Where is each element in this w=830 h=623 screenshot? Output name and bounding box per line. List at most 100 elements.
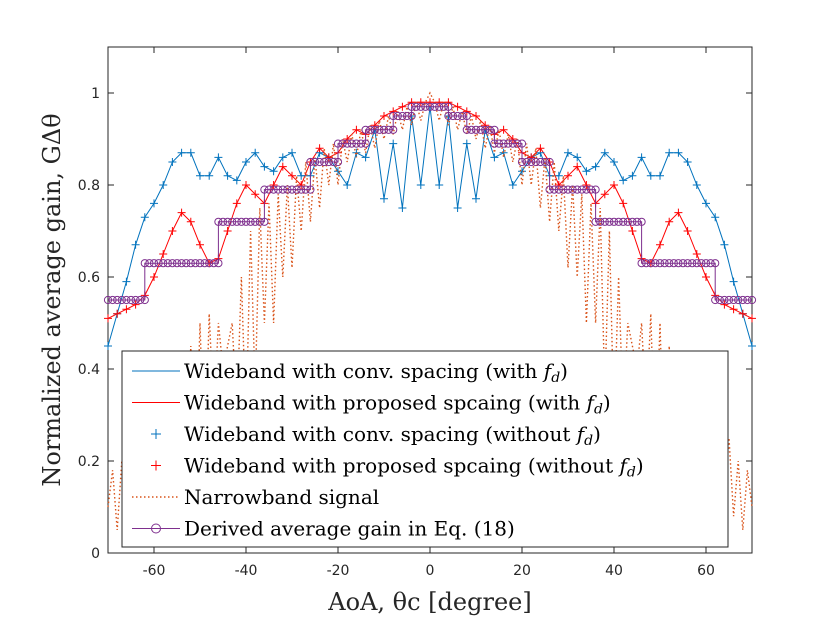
data-point-circle [651, 259, 660, 268]
data-point-circle [448, 111, 458, 121]
data-point-plus [462, 107, 471, 116]
data-point-plus [361, 153, 370, 162]
legend: Wideband with conv. spacing (with fd) Wid… [121, 350, 729, 548]
x-axis-title: AoA, θc [degree] [327, 588, 531, 616]
data-point-circle [577, 185, 586, 194]
data-point-circle [306, 185, 315, 194]
data-point-circle [287, 185, 297, 194]
data-point-plus [720, 240, 729, 249]
legend-label: Wideband with proposed spcaing (with fd) [184, 391, 611, 418]
data-point-plus [177, 148, 186, 157]
data-point-circle [297, 185, 306, 194]
data-point-plus [232, 176, 241, 185]
data-point-circle [467, 125, 476, 134]
data-point-circle [402, 111, 412, 121]
data-point-circle [117, 295, 126, 305]
data-point-circle [458, 111, 467, 121]
data-point-circle [140, 295, 149, 305]
data-point-circle [223, 217, 232, 226]
data-point-circle [609, 217, 619, 226]
data-point-plus [186, 217, 195, 226]
data-point-plus [398, 204, 407, 212]
legend-swatch [151, 429, 161, 439]
data-point-circle [637, 259, 646, 268]
data-point-circle [108, 295, 117, 305]
data-point-plus [315, 144, 324, 153]
data-point-circle [149, 259, 159, 268]
data-point-plus [508, 181, 517, 189]
data-point-circle [527, 157, 536, 167]
data-point-plus [407, 98, 416, 107]
data-point-circle [333, 157, 343, 167]
data-point-plus [619, 176, 628, 185]
data-point-plus [692, 181, 701, 189]
data-point-circle [421, 102, 430, 111]
data-point-plus [288, 148, 296, 157]
data-point-plus [177, 208, 186, 217]
data-point-circle [264, 185, 274, 194]
data-point-circle [237, 217, 246, 226]
data-point-plus [205, 171, 214, 180]
data-point-circle [407, 102, 416, 111]
data-point-circle [701, 259, 711, 268]
legend-item: Wideband with conv. spacing (without fd) [151, 422, 601, 449]
data-point-circle [499, 139, 508, 148]
data-point-circle [214, 259, 223, 268]
y-axis-title: Normalized average gain, GΔθ [38, 113, 66, 486]
data-point-plus [168, 227, 177, 235]
data-point-circle [559, 185, 568, 194]
data-point-circle [747, 295, 757, 305]
data-point-circle [103, 295, 113, 305]
data-point-circle [338, 139, 347, 148]
data-point-circle [678, 259, 688, 268]
legend-swatch-marker [151, 523, 161, 534]
data-point-plus [232, 199, 241, 208]
data-point-plus [674, 148, 683, 157]
data-point-circle [540, 157, 550, 167]
data-point-plus [582, 181, 591, 189]
data-point-plus [334, 167, 342, 176]
data-point-plus [168, 158, 177, 166]
data-point-plus [656, 240, 664, 249]
data-point-circle [260, 217, 269, 226]
data-point-plus [122, 305, 131, 314]
axis-layer: -60 -40 -20 0 20 40 60 0 0.2 0.4 0.6 0.8 1 [78, 47, 752, 579]
step-line [108, 106, 752, 301]
data-point-plus [435, 98, 444, 107]
data-point-plus [600, 148, 609, 157]
data-point-plus [389, 139, 398, 148]
data-point-plus [554, 171, 563, 180]
data-point-plus [150, 199, 158, 208]
data-point-circle [356, 139, 366, 148]
data-point-plus [278, 162, 287, 171]
data-point-circle [536, 157, 545, 167]
data-point-circle [361, 139, 370, 148]
data-point-circle [586, 185, 596, 194]
data-point-circle [425, 102, 435, 111]
data-point-circle [324, 157, 333, 167]
data-point-circle [182, 259, 191, 268]
data-point-circle [274, 185, 283, 194]
legend-item: Derived average gain in Eq. (18) [132, 517, 515, 541]
data-point-plus [748, 342, 756, 350]
data-point-plus [251, 148, 260, 157]
data-point-plus [536, 144, 545, 153]
data-point-plus [352, 125, 361, 134]
data-point-circle [310, 157, 320, 167]
data-point-plus [683, 227, 692, 235]
data-point-plus [389, 107, 398, 116]
data-point-circle [444, 111, 453, 121]
data-point-plus [490, 153, 499, 162]
data-point-circle [416, 102, 425, 111]
data-point-plus [453, 204, 462, 212]
data-point-plus [610, 181, 618, 189]
data-point-circle [674, 259, 683, 268]
series-4 [107, 91, 753, 531]
data-point-plus [104, 314, 112, 323]
data-point-circle [389, 111, 398, 121]
data-point-circle [366, 125, 375, 134]
y-tick-label: 1 [91, 86, 100, 102]
legend-item: Wideband with proposed spcaing (with fd) [132, 391, 611, 418]
data-point-plus [665, 148, 674, 157]
data-point-circle [531, 157, 540, 167]
